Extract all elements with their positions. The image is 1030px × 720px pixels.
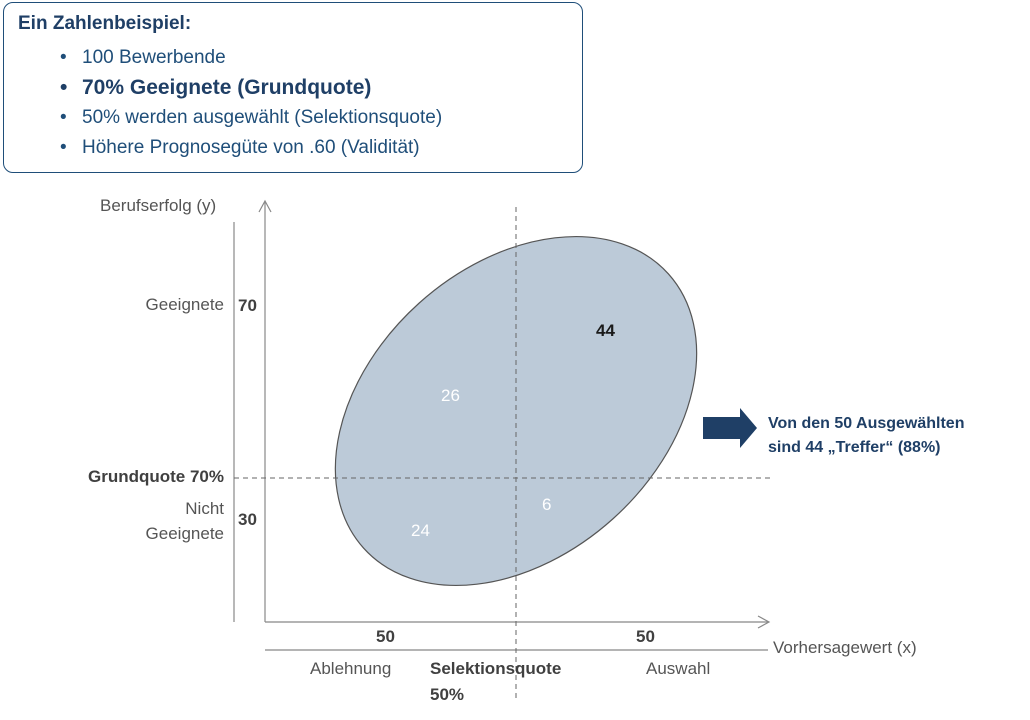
y-axis-arrowhead-icon xyxy=(258,199,272,213)
selection-rate-value: 50% xyxy=(430,685,465,704)
info-item-applicants: • 100 Bewerbende xyxy=(60,43,442,73)
selected-count: 50 xyxy=(636,627,655,646)
callout-arrow-icon xyxy=(703,408,757,448)
info-list: • 100 Bewerbende • 70% Geeignete (Grundquo… xyxy=(60,43,442,163)
rejected-label: Ablehnung xyxy=(310,659,392,678)
info-item-validity: • Höhere Prognosegüte von .60 (Validität) xyxy=(60,133,442,163)
info-box: Ein Zahlenbeispiel: • 100 Bewerbende • 70%… xyxy=(3,2,583,173)
base-rate-label: Grundquote 70% xyxy=(87,467,224,486)
bullet-icon: • xyxy=(60,137,67,158)
info-item-base-rate: • 70% Geeignete (Grundquote) xyxy=(60,73,442,103)
rejected-count: 50 xyxy=(376,627,395,646)
suitable-count: 70 xyxy=(238,296,257,315)
cell-rejected-unsuitable: 24 xyxy=(411,521,430,540)
y-axis-label: Berufserfolg (y) xyxy=(100,196,217,215)
bullet-icon: • xyxy=(60,47,67,68)
cell-rejected-suitable: 26 xyxy=(441,386,460,405)
x-axis-arrowhead-icon xyxy=(757,615,771,629)
callout-text: Von den 50 Ausgewählten sind 44 „Treffer… xyxy=(768,412,964,460)
suitable-label: Geeignete xyxy=(145,295,224,314)
unsuitable-label-line2: Geeignete xyxy=(145,524,224,543)
cell-selected-unsuitable: 6 xyxy=(542,495,552,514)
callout-line2: sind 44 „Treffer“ (88%) xyxy=(768,439,941,456)
correlation-ellipse xyxy=(334,235,698,587)
info-title: Ein Zahlenbeispiel: xyxy=(18,13,192,34)
selection-rate-label: Selektionsquote xyxy=(430,659,562,678)
bullet-icon: • xyxy=(60,107,67,128)
unsuitable-count: 30 xyxy=(238,510,257,529)
unsuitable-label-line1: Nicht xyxy=(185,499,224,518)
info-item-selection-rate: • 50% werden ausgewählt (Selektionsquote) xyxy=(60,103,442,133)
x-axis-label: Vorhersagewert (x) xyxy=(773,638,917,657)
cell-selected-suitable: 44 xyxy=(596,321,615,340)
bullet-icon: • xyxy=(60,76,68,99)
callout-line1: Von den 50 Ausgewählten xyxy=(768,415,965,432)
selected-label: Auswahl xyxy=(646,659,711,678)
